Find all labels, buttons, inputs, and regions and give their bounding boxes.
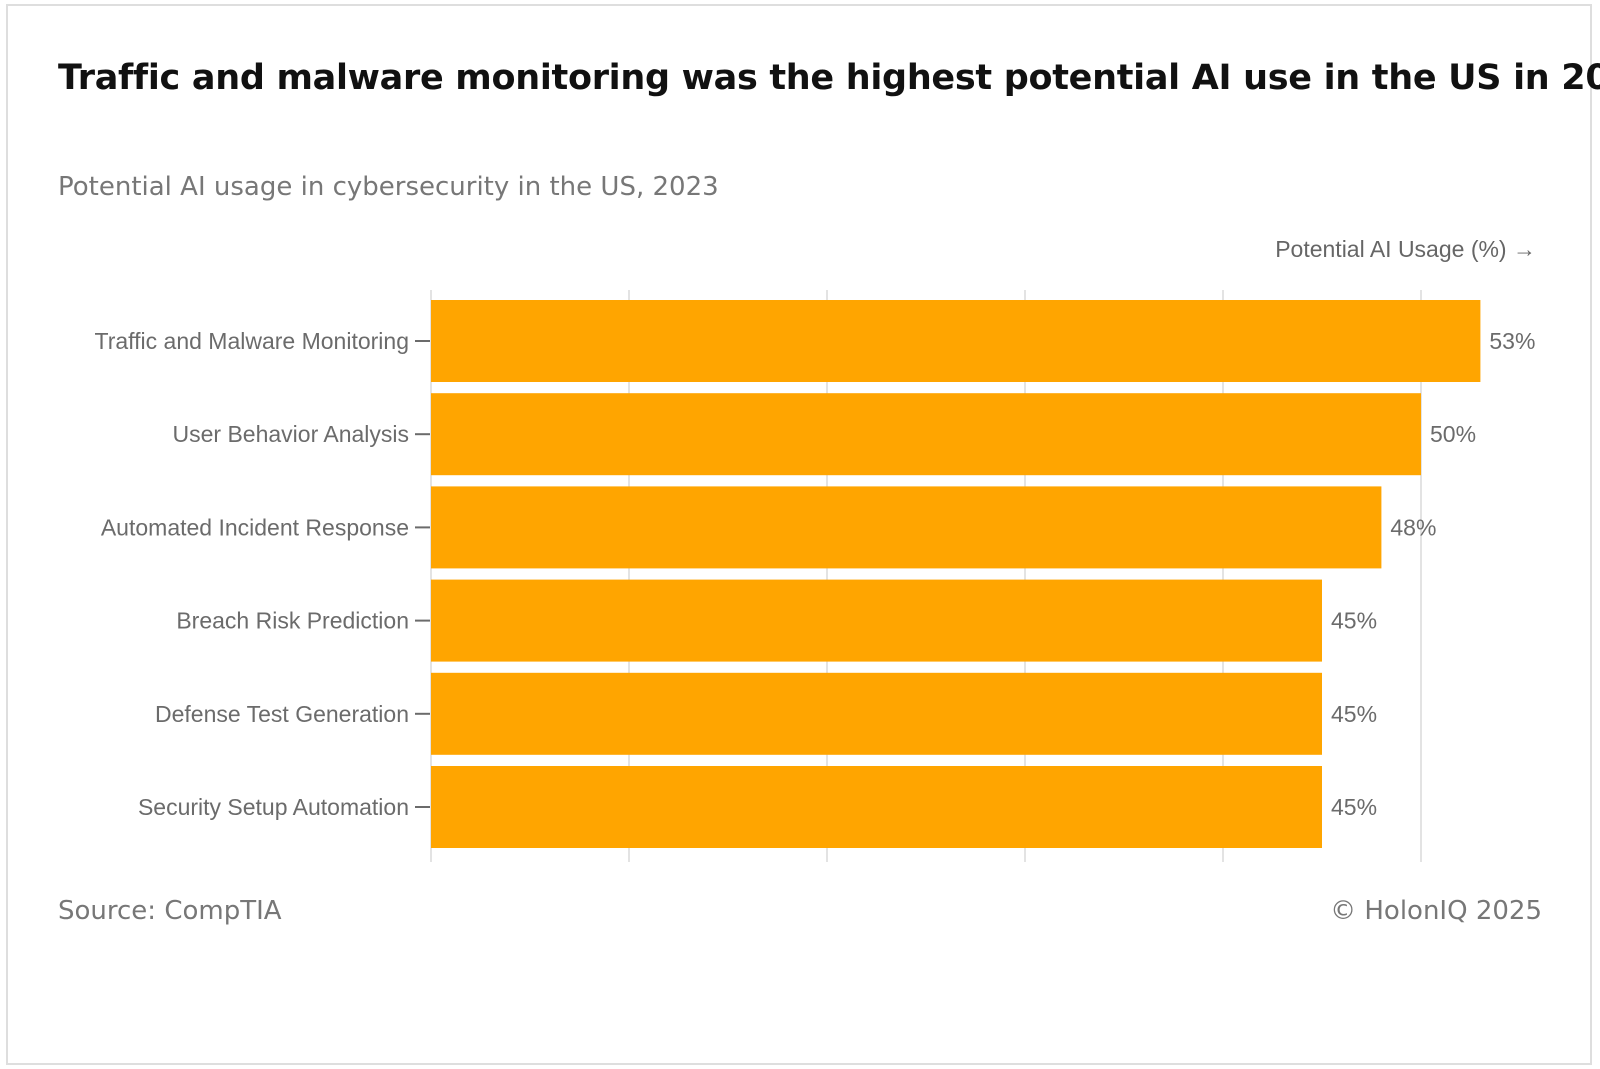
chart-title: Traffic and malware monitoring was the h… [58,58,1600,98]
category-label-3: Breach Risk Prediction [176,608,409,634]
bar-2[interactable] [431,486,1382,569]
value-label-5: 45% [1331,794,1377,820]
bar-0[interactable] [431,300,1481,382]
category-label-2: Automated Incident Response [101,514,409,540]
category-label-5: Security Setup Automation [138,794,409,820]
copyright-note: © HolonIQ 2025 [1330,896,1542,926]
bar-4[interactable] [431,672,1322,755]
source-note: Source: CompTIA [58,896,282,926]
value-label-4: 45% [1331,701,1377,727]
bar-1[interactable] [431,393,1421,476]
bar-3[interactable] [431,579,1322,662]
bar-5[interactable] [431,766,1322,848]
bars [431,300,1481,848]
value-label-3: 45% [1331,608,1377,634]
category-label-1: User Behavior Analysis [173,421,410,447]
chart-subtitle: Potential AI usage in cybersecurity in t… [58,172,719,202]
value-label-1: 50% [1430,421,1476,447]
category-label-0: Traffic and Malware Monitoring [95,328,409,354]
category-label-4: Defense Test Generation [155,701,409,727]
value-label-2: 48% [1390,514,1436,540]
x-axis-title: Potential AI Usage (%) → [1275,236,1536,262]
category-labels: Traffic and Malware Monitoring User Behav… [95,328,430,820]
value-labels: 53% 50% 48% 45% 45% 45% [1331,328,1535,820]
value-label-0: 53% [1489,328,1535,354]
